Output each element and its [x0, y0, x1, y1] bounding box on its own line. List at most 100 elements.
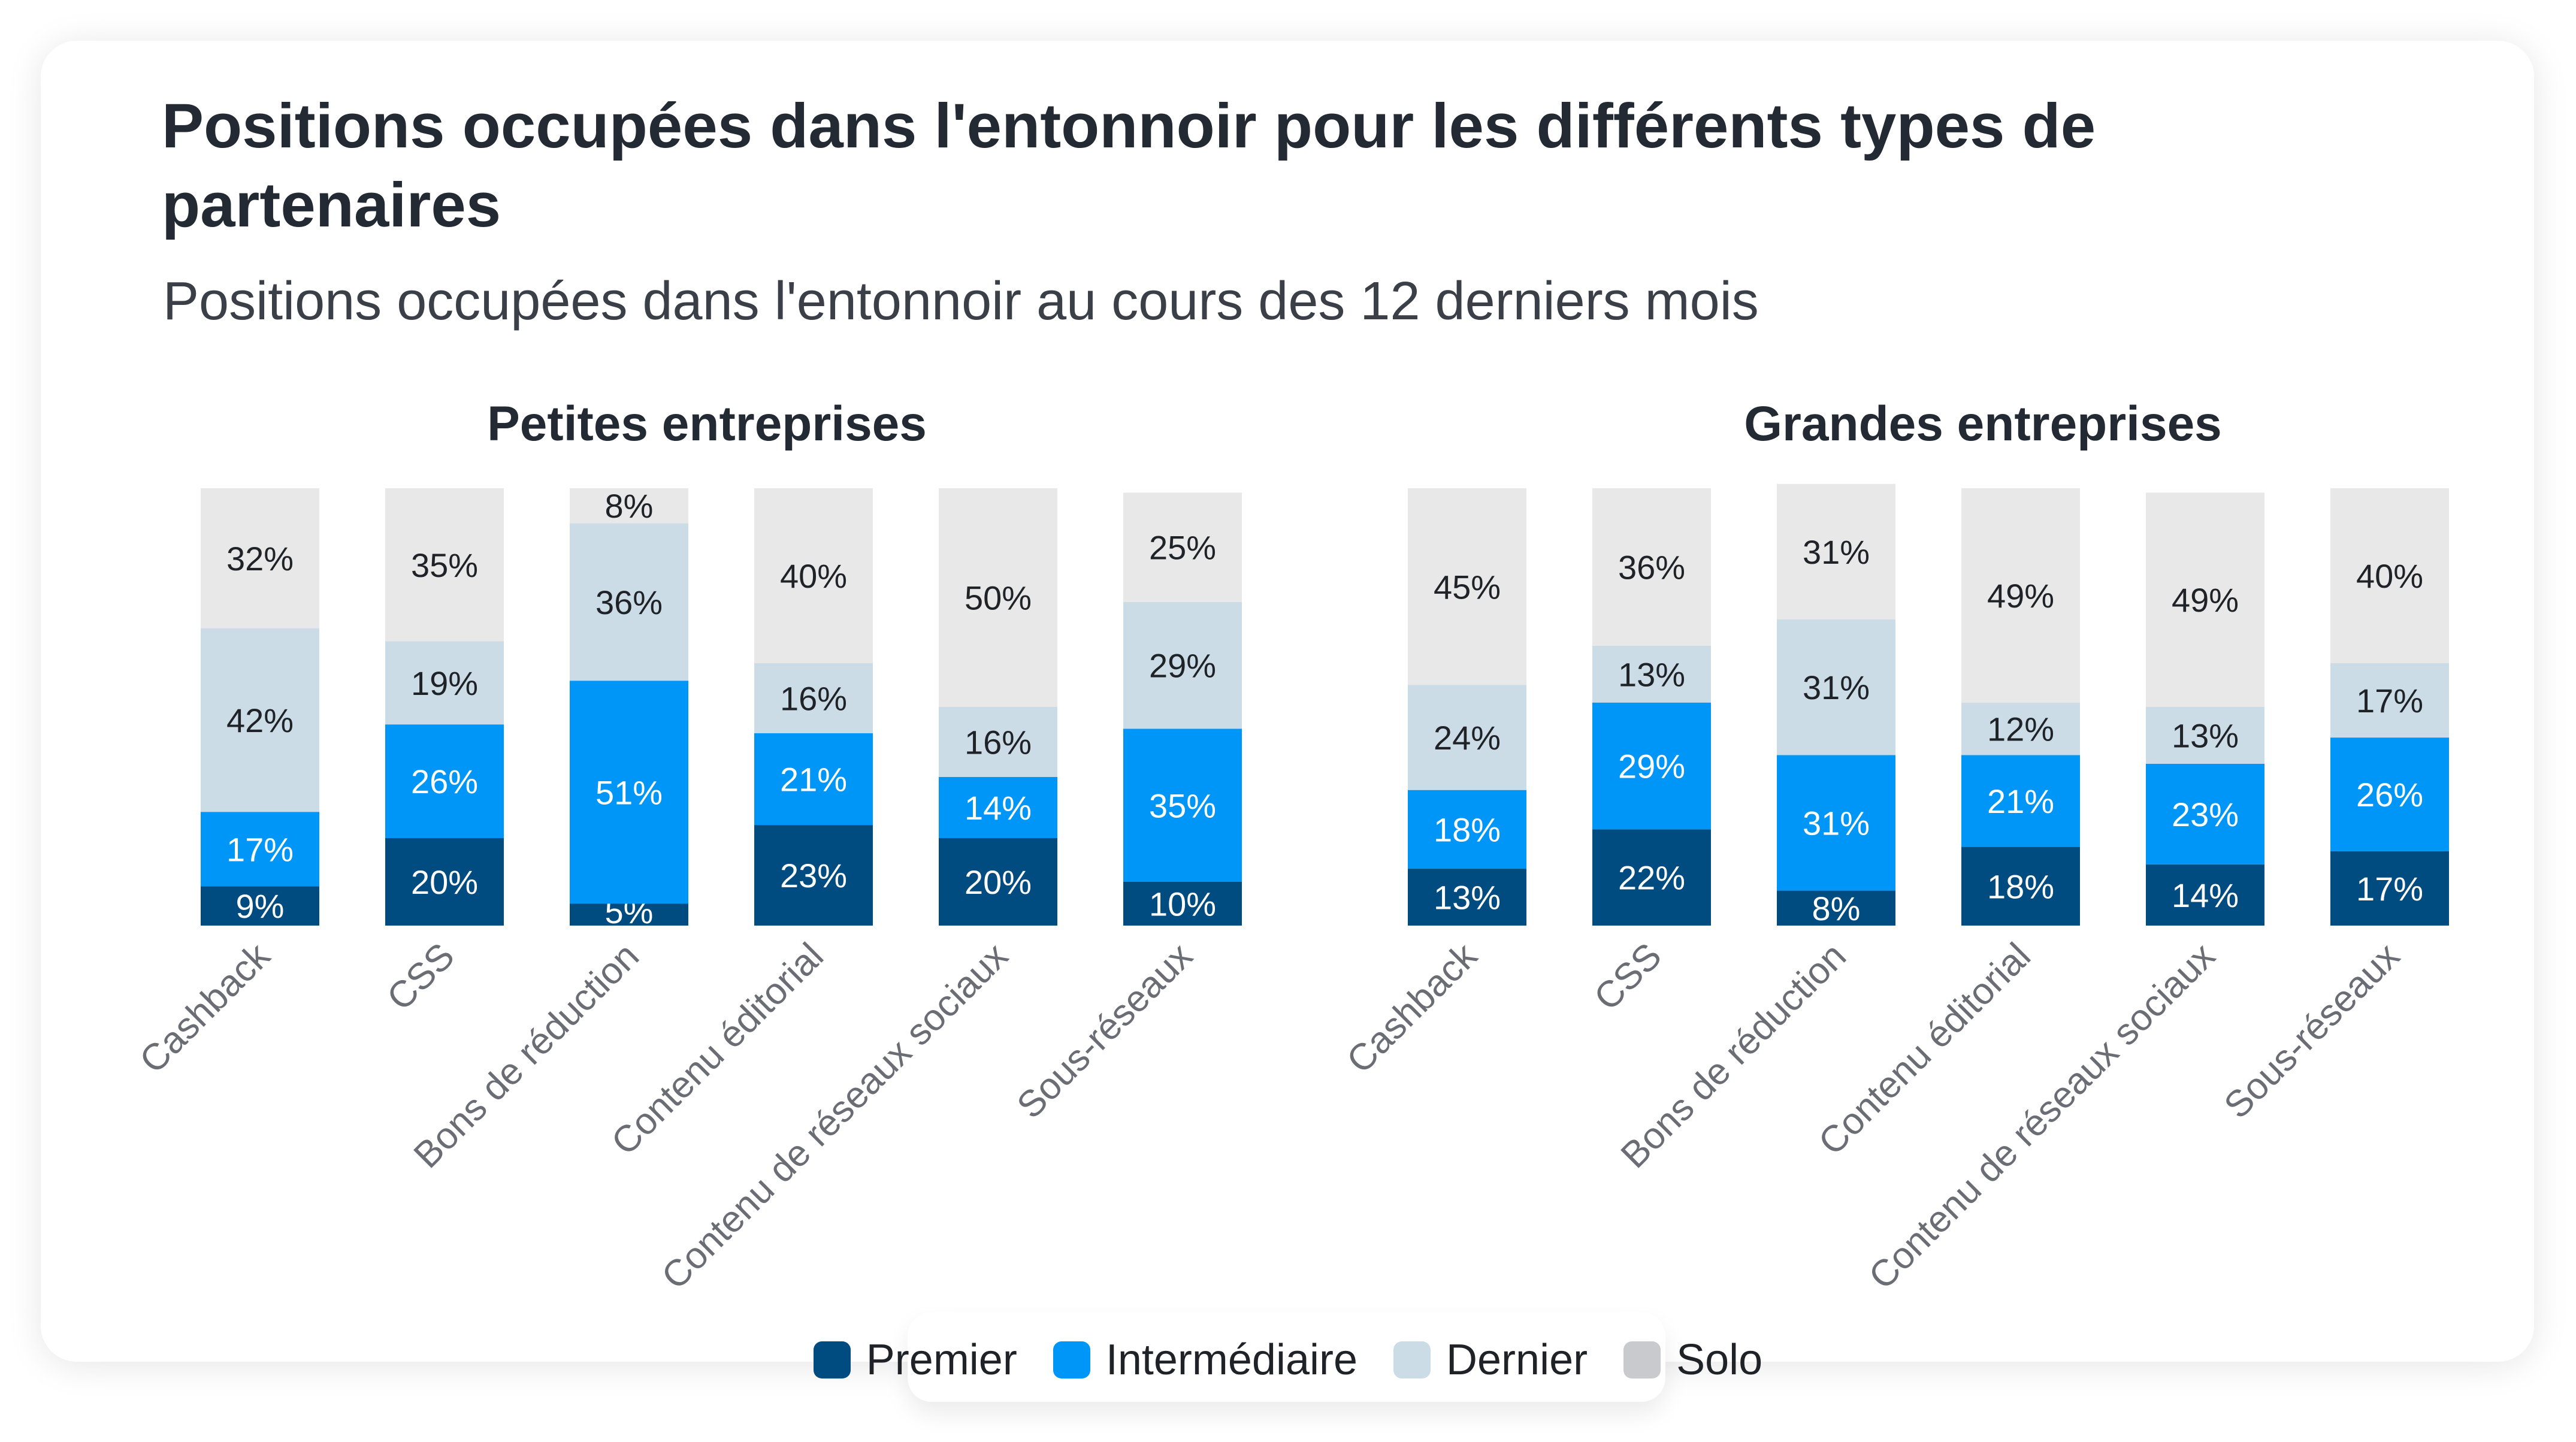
data-label: 21%	[1987, 782, 2054, 820]
legend-item-intermediaire[interactable]: Intermédiaire	[1053, 1335, 1357, 1384]
bar-segment	[570, 681, 688, 904]
bar-segment	[939, 776, 1057, 838]
bar-segment	[1592, 488, 1711, 646]
data-label: 29%	[1149, 647, 1216, 685]
panel-title: Grandes entreprises	[1744, 397, 2222, 451]
bar-segment	[385, 488, 504, 642]
bar-segment	[1123, 728, 1242, 882]
legend-item-premier[interactable]: Premier	[813, 1335, 1017, 1384]
panel-0: Petites entreprises 9% 17% 42% 32% Cashback 20…	[132, 397, 1242, 1298]
data-label: 13%	[2172, 717, 2239, 754]
chart-subtitle: Positions occupées dans l'entonnoir au c…	[163, 271, 1759, 331]
bar-segment	[201, 812, 319, 887]
data-label: 29%	[1618, 748, 1685, 785]
data-label: 49%	[1987, 577, 2054, 615]
data-label: 17%	[2356, 870, 2423, 908]
bar-segment	[754, 488, 873, 663]
category-tick-label: Cashback	[1339, 935, 1485, 1081]
data-label: 26%	[2356, 776, 2423, 814]
category-tick-label: CSS	[379, 935, 462, 1018]
data-label: 49%	[2172, 581, 2239, 619]
bar-segment	[1123, 882, 1242, 926]
data-label: 8%	[605, 487, 654, 525]
bar-segment	[2146, 492, 2264, 707]
bar-segment	[2330, 488, 2449, 663]
bar-segment	[754, 733, 873, 826]
data-label: 8%	[1812, 890, 1861, 927]
data-label: 17%	[226, 830, 294, 868]
bar-segment	[2330, 737, 2449, 851]
data-label: 26%	[411, 763, 478, 800]
bar-segment	[939, 707, 1057, 777]
data-label: 20%	[411, 863, 478, 901]
bar-segment	[2330, 851, 2449, 926]
bar-segment	[2146, 707, 2264, 764]
panel-title: Petites entreprises	[487, 397, 927, 451]
bar-segment	[1123, 492, 1242, 602]
category-tick-label: Contenu de réseaux sociaux	[1861, 935, 2223, 1297]
data-label: 18%	[1987, 867, 2054, 905]
data-label: 23%	[780, 857, 847, 894]
data-label: 51%	[595, 773, 663, 811]
legend-swatch-premier	[813, 1341, 851, 1378]
data-label: 31%	[1803, 533, 1870, 571]
bar-segment	[201, 488, 319, 628]
legend-swatch-dernier	[1393, 1341, 1431, 1378]
data-label: 45%	[1434, 568, 1501, 606]
data-label: 42%	[226, 702, 294, 739]
bar-segment	[1777, 890, 1895, 926]
bar-segment	[1592, 829, 1711, 926]
data-label: 36%	[595, 584, 663, 621]
data-label: 16%	[965, 723, 1032, 761]
legend-swatch-intermediaire	[1053, 1341, 1090, 1378]
bar-segment	[939, 488, 1057, 707]
legend-tab	[908, 1312, 1665, 1402]
legend: Premier Intermédiaire Dernier Solo	[0, 1330, 2576, 1390]
bar-segment	[1123, 601, 1242, 729]
panel-1: Grandes entreprises 13% 18% 24% 45% Cashback 2…	[1339, 397, 2449, 1298]
data-label: 16%	[780, 679, 847, 717]
bar-segment	[385, 724, 504, 838]
bar-segment	[1961, 847, 2080, 926]
bar-segment	[570, 523, 688, 681]
bar-segment	[1408, 685, 1526, 790]
data-label: 10%	[1149, 885, 1216, 923]
legend-item-dernier[interactable]: Dernier	[1393, 1335, 1588, 1384]
data-label: 12%	[1987, 711, 2054, 748]
bar-segment	[754, 663, 873, 733]
data-label: 23%	[2172, 796, 2239, 833]
bar-segment	[201, 886, 319, 926]
bar-segment	[1777, 483, 1895, 619]
bar-segment	[754, 825, 873, 926]
bar-segment	[1408, 488, 1526, 685]
data-label: 36%	[1618, 548, 1685, 586]
bar-segment	[1777, 619, 1895, 755]
data-label: 14%	[2172, 876, 2239, 914]
bar-segment	[1961, 755, 2080, 847]
data-label: 19%	[411, 664, 478, 702]
category-tick-label: Sous-réseaux	[2217, 935, 2408, 1126]
data-label: 35%	[1149, 787, 1216, 824]
data-label: 40%	[2356, 557, 2423, 595]
data-label: 20%	[965, 863, 1032, 901]
data-label: 22%	[1618, 859, 1685, 897]
bar-segment	[1408, 869, 1526, 926]
bar-segment	[1961, 488, 2080, 703]
legend-label-intermediaire: Intermédiaire	[1105, 1336, 1358, 1384]
bar-segment	[570, 903, 688, 926]
data-label: 35%	[411, 546, 478, 584]
category-tick-label: Sous-réseaux	[1009, 935, 1201, 1126]
bar-segment	[2330, 663, 2449, 738]
bar-segment	[570, 488, 688, 524]
bar-segment	[385, 838, 504, 926]
bar-segment	[1592, 645, 1711, 703]
bar-segment	[1961, 702, 2080, 755]
data-label: 18%	[1434, 811, 1501, 848]
data-label: 14%	[965, 789, 1032, 827]
bar-segment	[2146, 864, 2264, 926]
data-label: 50%	[965, 579, 1032, 617]
legend-label-dernier: Dernier	[1446, 1336, 1588, 1384]
legend-item-solo[interactable]: Solo	[1623, 1335, 1762, 1384]
legend-label-premier: Premier	[866, 1336, 1017, 1384]
